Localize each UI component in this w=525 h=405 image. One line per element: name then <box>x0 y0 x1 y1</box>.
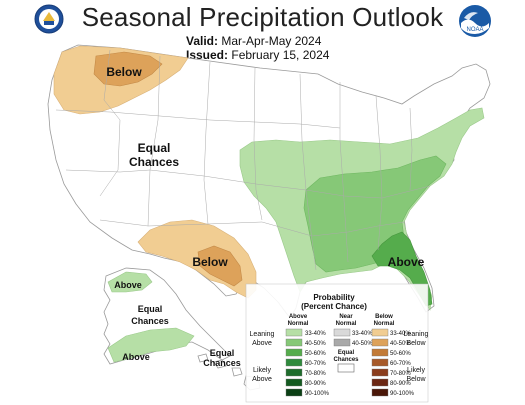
legend-above-swatch <box>285 358 303 367</box>
legend-subtitle: (Percent Chance) <box>301 302 367 311</box>
legend-above-label: 33-40% <box>305 331 326 337</box>
legend-below-swatch <box>371 338 389 347</box>
noaa-logo-text: NOAA <box>466 27 483 33</box>
below-sw-inner-region <box>197 245 243 287</box>
legend-above-label: 80-90% <box>305 381 326 387</box>
alaska-above-south-region <box>107 327 195 363</box>
label-alaska-above-2: Above <box>122 352 150 362</box>
legend-col-below: Below <box>375 314 393 320</box>
label-above-se: Above <box>388 255 425 269</box>
legend-below-swatch <box>371 378 389 387</box>
label-equal-chances-1: Equal <box>138 141 171 155</box>
doc-seal-icon <box>34 4 64 34</box>
legend-near-label: 40-50% <box>352 341 373 347</box>
valid-label: Valid: <box>186 34 219 48</box>
legend-above-swatch <box>285 338 303 347</box>
legend-likely-above-b: Above <box>252 376 272 383</box>
state-lines <box>55 49 431 271</box>
label-below-sw: Below <box>192 255 228 269</box>
legend-above-label: 50-60% <box>305 351 326 357</box>
legend-leaning-below-b: Below <box>406 340 426 347</box>
legend-above-swatch <box>285 328 303 337</box>
legend-above-label: 70-80% <box>305 371 326 377</box>
page-title: Seasonal Precipitation Outlook <box>81 2 444 32</box>
label-hawaii-equal-1: Equal <box>210 348 235 358</box>
legend-below-label: 80-90% <box>390 381 411 387</box>
label-equal-chances-2: Chances <box>129 155 179 169</box>
legend-below-label: 33-40% <box>390 331 411 337</box>
legend-above-label: 90-100% <box>305 391 330 397</box>
legend-above-swatch <box>285 378 303 387</box>
legend-near-swatch <box>333 338 351 347</box>
valid-line: Valid: Mar-Apr-May 2024 <box>186 34 321 48</box>
below-nw-inner-region <box>93 51 163 87</box>
legend-col-above-b: Normal <box>288 321 309 327</box>
legend-above-swatch <box>285 348 303 357</box>
legend-col-below-b: Normal <box>374 321 395 327</box>
legend-rows: 33-40% 33-40% 33-40% 40-50% 40-50% 40-50% 50-6… <box>285 328 415 397</box>
legend-below-swatch <box>371 368 389 377</box>
legend-below-label: 60-70% <box>390 361 411 367</box>
legend-col-above: Above <box>289 314 308 320</box>
label-hawaii-equal-2: Chances <box>203 358 241 368</box>
legend-leaning-above: Leaning <box>250 331 275 338</box>
legend-equal-chances-b: Chances <box>333 357 359 363</box>
legend-above-label: 60-70% <box>305 361 326 367</box>
legend-title: Probability <box>313 293 355 302</box>
legend-below-label: 90-100% <box>390 391 415 397</box>
legend-leaning-above-b: Above <box>252 340 272 347</box>
legend-below-label: 70-80% <box>390 371 411 377</box>
legend-below-swatch <box>371 358 389 367</box>
issued-line: Issued: February 15, 2024 <box>186 48 329 62</box>
label-below-nw: Below <box>106 65 142 79</box>
legend-below-swatch <box>371 328 389 337</box>
legend-equal-chances-swatch <box>337 363 355 373</box>
legend-near-swatch <box>333 328 351 337</box>
legend-equal-chances: Equal <box>338 350 355 356</box>
label-alaska-equal-2: Chances <box>131 316 169 326</box>
alaska-above-north-region <box>107 271 153 293</box>
legend-likely-below-b: Below <box>406 376 426 383</box>
legend-likely-above: Likely <box>253 367 271 374</box>
legend-col-near: Near <box>339 314 353 320</box>
noaa-logo-icon: NOAA <box>459 5 491 37</box>
legend-below-label: 50-60% <box>390 351 411 357</box>
legend-below-swatch <box>371 348 389 357</box>
issued-label: Issued: <box>186 48 229 62</box>
label-alaska-equal-1: Equal <box>138 304 163 314</box>
valid-value: Mar-Apr-May 2024 <box>221 34 322 48</box>
legend-near-label: 33-40% <box>352 331 373 337</box>
legend-above-label: 40-50% <box>305 341 326 347</box>
legend-likely-below: Likely <box>407 367 425 374</box>
legend-below-label: 40-50% <box>390 341 411 347</box>
legend-above-swatch <box>285 368 303 377</box>
legend-col-near-b: Normal <box>336 321 357 327</box>
legend-above-swatch <box>285 388 303 397</box>
legend-below-swatch <box>371 388 389 397</box>
issued-value: February 15, 2024 <box>231 48 330 62</box>
legend-leaning-below: Leaning <box>404 331 429 338</box>
label-alaska-above-1: Above <box>114 280 142 290</box>
